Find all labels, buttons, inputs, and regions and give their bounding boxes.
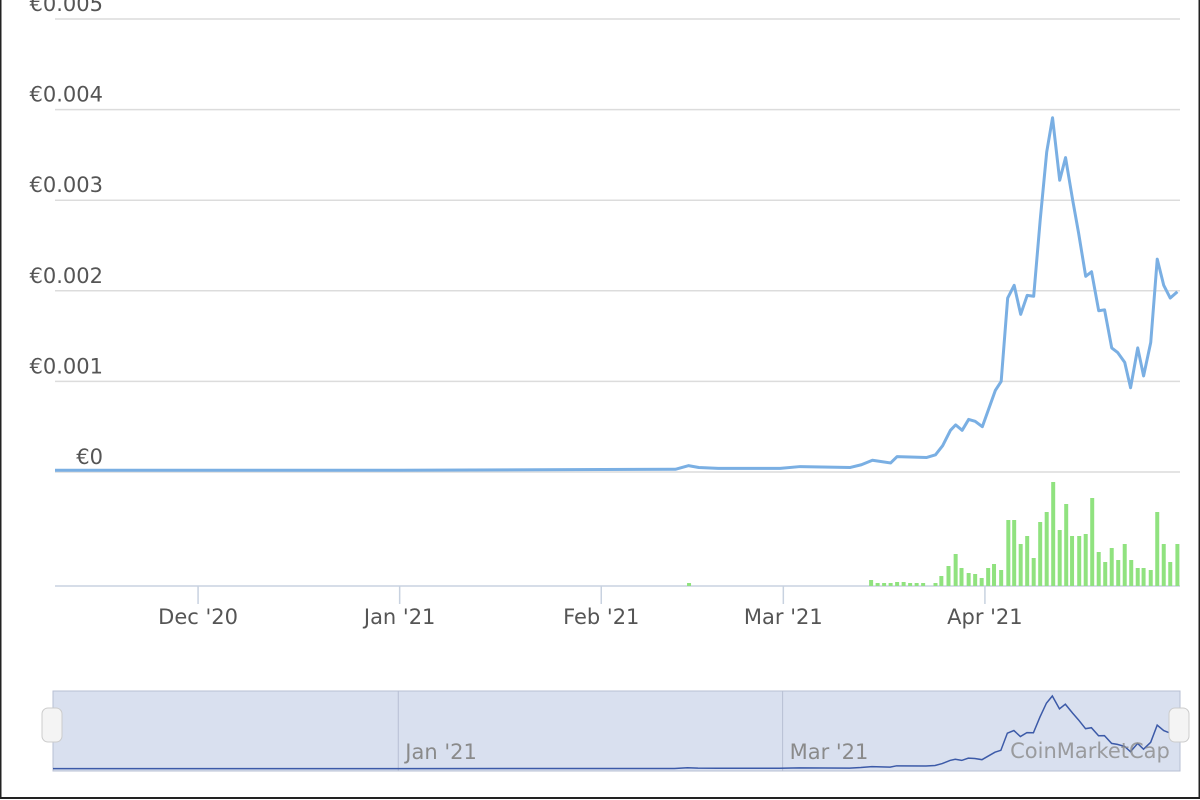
- volume-bar: [901, 582, 906, 586]
- x-tick-label: Jan '21: [362, 605, 436, 629]
- volume-bar: [1051, 482, 1056, 586]
- volume-bar: [1103, 562, 1108, 586]
- volume-bar: [1083, 534, 1088, 586]
- volume-bar: [1148, 570, 1153, 586]
- volume-bar: [888, 583, 893, 586]
- volume-bar: [1122, 544, 1127, 586]
- volume-bar: [1012, 520, 1017, 586]
- y-tick-label: €0.004: [30, 83, 103, 107]
- y-tick-label: €0.005: [30, 0, 103, 16]
- volume-bar: [946, 566, 951, 586]
- y-tick-label: €0.003: [30, 173, 103, 197]
- volume-bar: [953, 554, 958, 586]
- volume-bar: [687, 583, 692, 586]
- volume-bar: [1077, 536, 1082, 586]
- navigator-handle-right[interactable]: [1168, 707, 1190, 743]
- volume-bar: [1161, 544, 1166, 586]
- volume-bar: [939, 576, 944, 586]
- volume-bar: [1018, 544, 1023, 586]
- volume-bar: [1175, 544, 1180, 586]
- volume-bar: [933, 583, 938, 586]
- volume-bar: [921, 583, 926, 586]
- volume-bar: [986, 568, 991, 586]
- volume-bar: [1044, 512, 1049, 586]
- volume-bar: [973, 574, 978, 586]
- y-tick-label: €0.002: [30, 264, 103, 288]
- volume-bar: [895, 582, 900, 586]
- volume-bar: [1090, 498, 1095, 586]
- navigator-handle-left[interactable]: [41, 707, 63, 743]
- volume-bar: [1096, 552, 1101, 586]
- volume-bar: [1155, 512, 1160, 586]
- y-tick-label: €0: [76, 445, 103, 469]
- navigator-label: Mar '21: [790, 740, 869, 764]
- navigator-line: [53, 694, 1178, 770]
- volume-bar: [999, 570, 1004, 586]
- volume-bar: [1064, 504, 1069, 586]
- volume-bar: [1129, 560, 1134, 586]
- volume-bar: [1116, 560, 1121, 586]
- y-tick-label: €0.001: [30, 354, 103, 378]
- volume-bar: [966, 573, 971, 586]
- volume-bar: [1057, 530, 1062, 586]
- volume-bar: [1038, 522, 1043, 586]
- x-tick-label: Mar '21: [744, 605, 823, 629]
- navigator-label: Jan '21: [403, 740, 477, 764]
- watermark: CoinMarketCap: [1010, 739, 1170, 763]
- x-tick-label: Dec '20: [158, 605, 238, 629]
- volume-bar: [1006, 520, 1011, 586]
- volume-bar: [1025, 536, 1030, 586]
- volume-bar: [1168, 562, 1173, 586]
- volume-bar: [882, 583, 887, 586]
- volume-bar: [875, 583, 880, 586]
- volume-bar: [1135, 568, 1140, 586]
- navigator-window[interactable]: [52, 690, 1181, 772]
- volume-bar: [1031, 558, 1036, 586]
- volume-bar: [1141, 568, 1146, 586]
- volume-bar: [914, 583, 919, 586]
- volume-bar: [1109, 548, 1114, 586]
- x-tick-label: Feb '21: [563, 605, 639, 629]
- volume-bar: [979, 578, 984, 586]
- volume-bar: [1070, 536, 1075, 586]
- price-line: [55, 116, 1179, 472]
- volume-bar: [869, 580, 874, 586]
- x-tick-label: Apr '21: [947, 605, 1023, 629]
- volume-bar: [992, 564, 997, 586]
- volume-bar: [959, 568, 964, 586]
- volume-bar: [908, 583, 913, 586]
